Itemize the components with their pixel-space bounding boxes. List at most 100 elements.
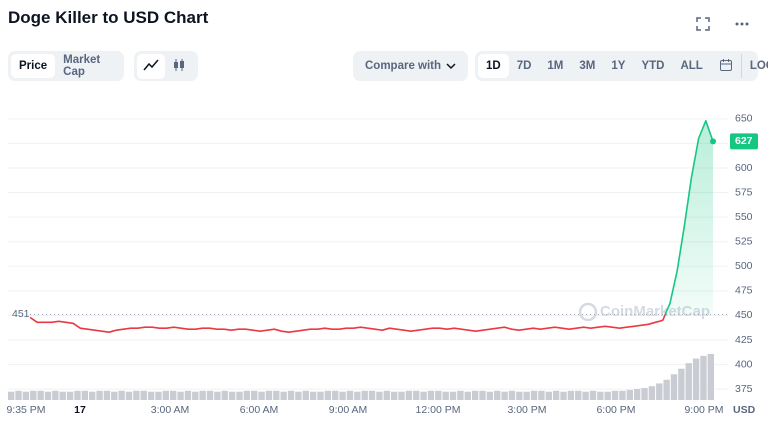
y-tick-label: 575	[735, 186, 753, 198]
volume-bar	[243, 390, 251, 400]
volume-bar	[685, 363, 692, 400]
x-tick-label: 17	[74, 404, 86, 416]
volume-bar	[361, 390, 368, 400]
volume-bar	[597, 391, 604, 400]
y-tick-label: 525	[735, 235, 753, 247]
volume-bar	[339, 391, 346, 400]
y-tick-label: 600	[735, 162, 753, 174]
compare-label: Compare with	[365, 60, 442, 72]
x-tick-label: 3:00 AM	[151, 404, 190, 416]
volume-bar	[552, 390, 560, 400]
volume-bar	[479, 390, 486, 400]
volume-bar	[133, 390, 140, 400]
volume-bar	[494, 390, 501, 400]
volume-bar	[177, 391, 184, 400]
x-tick-label: 9:35 PM	[6, 404, 45, 416]
currency-label: USD	[733, 404, 756, 416]
volume-bar	[707, 354, 714, 400]
volume-bar	[390, 391, 398, 400]
volume-bar	[265, 390, 273, 400]
volume-bar	[567, 390, 575, 400]
volume-bar	[324, 390, 332, 400]
volume-bar	[170, 390, 177, 400]
volume-bar	[332, 390, 339, 400]
volume-bar	[140, 390, 147, 400]
volume-bar	[346, 390, 354, 400]
volume-bar	[575, 390, 582, 400]
volume-bar	[111, 391, 118, 400]
volume-bar	[619, 390, 626, 400]
y-tick-label: 550	[735, 211, 753, 223]
x-tick-label: 3:00 PM	[507, 404, 546, 416]
tab[interactable]: Market Cap	[63, 54, 101, 78]
tab-group: Price Market Cap	[8, 51, 124, 81]
volume-bar	[74, 390, 81, 400]
y-tick-label: 625	[735, 137, 753, 149]
volume-bar	[221, 390, 228, 400]
y-tick-label: 375	[735, 383, 753, 395]
range-group: 1D 7D 1M 3M 1Y YTD ALL LOG	[475, 51, 768, 81]
volume-bar	[66, 391, 74, 400]
volume-bar	[633, 388, 641, 400]
volume-bar	[678, 368, 685, 400]
volume-bar	[317, 391, 324, 400]
volume-bar	[523, 391, 530, 400]
volume-bar	[611, 390, 619, 400]
chart-title: Doge Killer to USD Chart	[8, 8, 209, 27]
last-point	[710, 138, 716, 145]
compare-dropdown[interactable]: Compare with	[353, 51, 468, 81]
watermark: CoinMarketCap	[600, 303, 710, 320]
range-button[interactable]: 1M	[547, 60, 564, 72]
y-tick-label: 650	[735, 113, 753, 125]
volume-bar	[309, 391, 317, 400]
price-badge-label: 627	[735, 135, 753, 147]
volume-bar	[516, 391, 523, 400]
volume-bar	[692, 358, 700, 400]
volume-bar	[206, 390, 214, 400]
watermark-logo	[578, 302, 598, 322]
y-tick-label: 425	[735, 334, 753, 346]
volume-bar	[251, 390, 258, 400]
x-tick-label: 6:00 AM	[240, 404, 279, 416]
line-toggle[interactable]	[137, 53, 165, 79]
candle-toggle[interactable]	[165, 54, 193, 79]
volume-bar	[648, 386, 656, 400]
volume-bar	[147, 391, 155, 400]
tab[interactable]: Price	[11, 54, 56, 78]
more-icon[interactable]	[734, 16, 750, 32]
volume-bar	[37, 390, 44, 400]
volume-bar	[302, 390, 309, 400]
volume-bar	[420, 391, 427, 400]
volume-bar	[125, 391, 133, 400]
calendar-button[interactable]	[711, 52, 741, 81]
range-button[interactable]: 1D	[478, 54, 509, 78]
volume-bar	[273, 390, 280, 400]
volume-bar	[103, 390, 111, 400]
volume-bar	[199, 390, 206, 400]
volume-bar	[663, 379, 670, 400]
volume-bar	[457, 390, 464, 400]
y-tick-label: 475	[735, 285, 753, 297]
volume-bar	[464, 391, 471, 400]
volume-bar	[427, 390, 435, 400]
chevron	[446, 63, 456, 70]
range-button[interactable]: 3M	[579, 60, 596, 72]
volume-bar	[442, 391, 449, 400]
volume-bar	[376, 391, 383, 400]
fullscreen-icon[interactable]	[695, 16, 711, 32]
range-button[interactable]: YTD	[641, 60, 665, 72]
log-button[interactable]: LOG	[740, 54, 768, 78]
range-button[interactable]: 7D	[516, 60, 532, 72]
volume-bar	[22, 391, 30, 400]
volume-bar	[15, 390, 22, 400]
volume-bar	[89, 391, 96, 400]
volume-bar	[582, 391, 589, 400]
range-button[interactable]: 1Y	[611, 60, 626, 72]
x-tick-label: 9:00 AM	[329, 404, 368, 416]
x-tick-label: 6:00 PM	[596, 404, 635, 416]
volume-bar	[670, 374, 678, 400]
volume-bar	[368, 390, 376, 400]
volume-bar	[508, 390, 516, 400]
range-button[interactable]: ALL	[680, 60, 703, 72]
